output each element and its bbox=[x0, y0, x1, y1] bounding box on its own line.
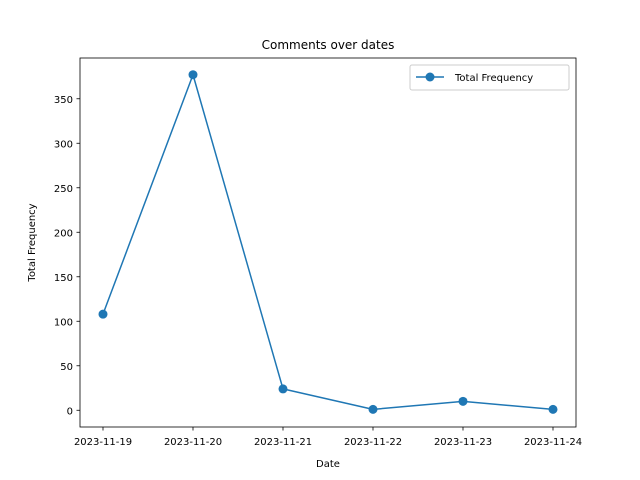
x-tick-label: 2023-11-21 bbox=[254, 437, 312, 448]
legend-marker-swatch bbox=[425, 72, 435, 82]
data-point bbox=[458, 396, 468, 406]
data-point bbox=[548, 404, 558, 414]
y-axis-label: Total Frequency bbox=[27, 203, 38, 282]
x-tick-label: 2023-11-19 bbox=[74, 437, 132, 448]
y-tick-label: 200 bbox=[54, 228, 73, 239]
y-tick-label: 0 bbox=[67, 406, 73, 417]
y-tick-label: 300 bbox=[54, 139, 73, 150]
y-tick-label: 100 bbox=[54, 317, 73, 328]
chart-title: Comments over dates bbox=[262, 38, 395, 52]
plot-area: 0 50 100 150 200 250 300 350 2023-11-19 2023-11-2… bbox=[54, 70, 582, 448]
data-point bbox=[98, 309, 108, 319]
data-point bbox=[368, 404, 378, 414]
data-point bbox=[278, 384, 288, 394]
legend: Total Frequency bbox=[409, 64, 570, 91]
plot-frame bbox=[79, 57, 577, 428]
data-point bbox=[188, 70, 198, 80]
x-tick-label: 2023-11-20 bbox=[164, 437, 222, 448]
y-tick-label: 350 bbox=[54, 95, 73, 106]
x-axis-label: Date bbox=[316, 459, 340, 470]
y-tick-label: 250 bbox=[54, 184, 73, 195]
x-tick-label: 2023-11-23 bbox=[434, 437, 492, 448]
y-tick-label: 50 bbox=[60, 362, 73, 373]
legend-label: Total Frequency bbox=[454, 73, 533, 84]
x-tick-label: 2023-11-22 bbox=[344, 437, 402, 448]
series-line bbox=[102, 73, 554, 411]
x-tick-label: 2023-11-24 bbox=[524, 437, 582, 448]
legend-box bbox=[409, 64, 570, 91]
y-tick-label: 150 bbox=[54, 273, 73, 284]
